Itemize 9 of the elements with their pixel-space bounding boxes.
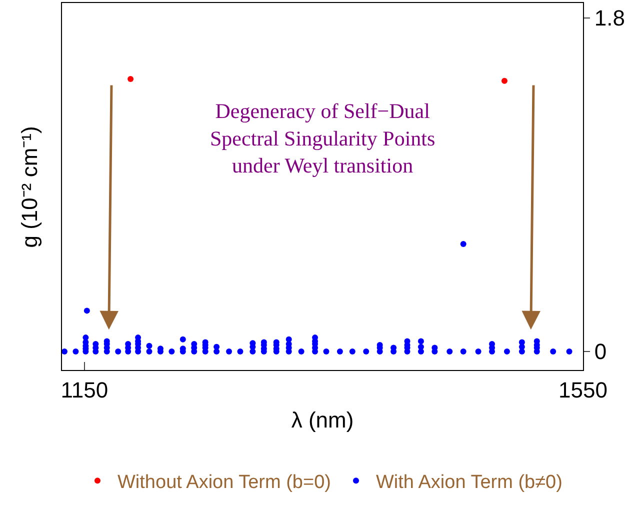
x-tick-label: 1550 [558, 377, 608, 402]
legend-label: Without Axion Term (b=0) [118, 472, 331, 494]
legend-label: With Axion Term (b≠0) [376, 472, 562, 494]
x-axis-title: λ (nm) [291, 407, 354, 432]
y-axis-title: g (10⁻² cm⁻¹) [16, 126, 42, 248]
x-tick-label: 1150 [60, 377, 108, 402]
y-tick-label: 1.8 [594, 6, 625, 31]
y-tick-label: 0 [594, 339, 607, 364]
annotation: Degeneracy of Self−Dual Spectral Singularity Points under Weyl transition [210, 99, 436, 178]
